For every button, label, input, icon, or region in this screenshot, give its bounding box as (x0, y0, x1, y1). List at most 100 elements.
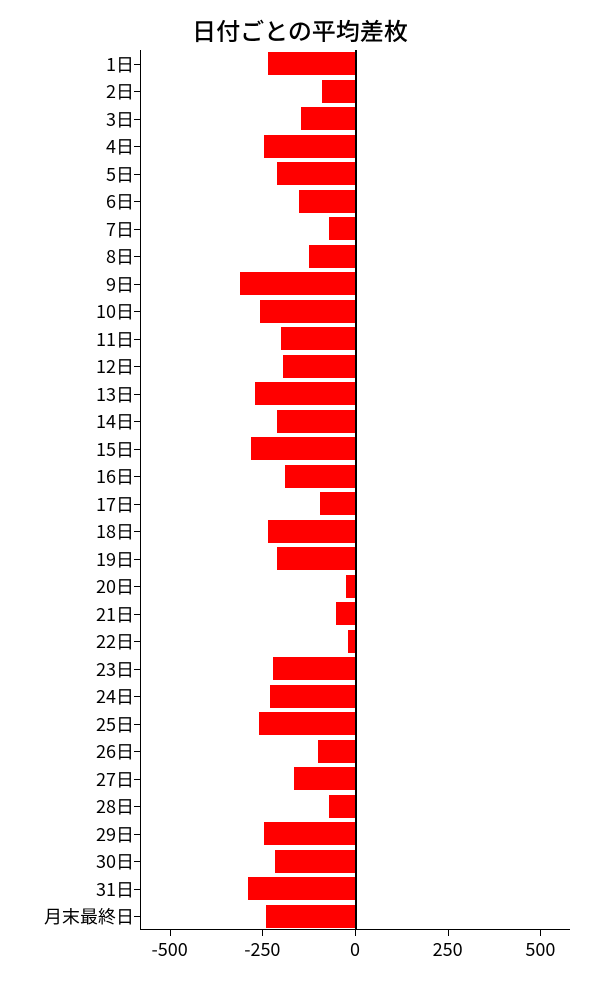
y-axis-tick (134, 91, 140, 92)
bar (277, 162, 355, 185)
y-axis-tick (134, 339, 140, 340)
bar (329, 795, 355, 818)
y-axis-tick (134, 449, 140, 450)
bar (285, 465, 355, 488)
bar (309, 245, 355, 268)
bar (301, 107, 355, 130)
y-axis-tick (134, 476, 140, 477)
y-axis-tick (134, 889, 140, 890)
y-axis-label: 26日 (0, 738, 140, 766)
bar (260, 300, 355, 323)
y-axis-tick (134, 119, 140, 120)
y-axis-tick (134, 201, 140, 202)
y-axis-label: 19日 (0, 545, 140, 573)
y-axis-tick (134, 779, 140, 780)
y-axis-label: 27日 (0, 765, 140, 793)
x-axis-label: -250 (244, 936, 280, 962)
y-axis-label: 16日 (0, 463, 140, 491)
bar (255, 382, 355, 405)
y-axis-label: 12日 (0, 353, 140, 381)
y-axis-tick (134, 669, 140, 670)
bar (268, 520, 355, 543)
y-axis-line (140, 50, 141, 930)
y-axis-label: 28日 (0, 793, 140, 821)
y-axis-tick (134, 696, 140, 697)
bar (346, 575, 355, 598)
bar (264, 135, 355, 158)
y-axis-tick (134, 751, 140, 752)
y-axis-label: 月末最終日 (0, 903, 140, 931)
bar (322, 80, 355, 103)
y-axis-label: 7日 (0, 215, 140, 243)
y-axis-label: 13日 (0, 380, 140, 408)
y-axis-label: 11日 (0, 325, 140, 353)
bar (329, 217, 355, 240)
y-axis-tick (134, 229, 140, 230)
y-axis-label: 31日 (0, 875, 140, 903)
bar (281, 327, 355, 350)
y-axis-tick (134, 394, 140, 395)
y-axis-label: 1日 (0, 50, 140, 78)
bar (283, 355, 355, 378)
bar (294, 767, 355, 790)
bar (248, 877, 356, 900)
y-axis-tick (134, 256, 140, 257)
y-axis-tick (134, 559, 140, 560)
y-axis-label: 30日 (0, 848, 140, 876)
y-axis-label: 6日 (0, 188, 140, 216)
y-axis-tick (134, 834, 140, 835)
y-axis-tick (134, 614, 140, 615)
bar (268, 52, 355, 75)
y-axis-tick (134, 861, 140, 862)
bar (270, 685, 355, 708)
y-axis-tick (134, 504, 140, 505)
bar (275, 850, 355, 873)
x-axis-label: -500 (152, 936, 188, 962)
y-axis-label: 4日 (0, 133, 140, 161)
y-axis-label: 2日 (0, 78, 140, 106)
y-axis-label: 21日 (0, 600, 140, 628)
y-axis-tick (134, 421, 140, 422)
bar (240, 272, 355, 295)
y-axis-label: 9日 (0, 270, 140, 298)
y-axis-label: 14日 (0, 408, 140, 436)
y-axis-label: 15日 (0, 435, 140, 463)
y-axis-tick (134, 174, 140, 175)
y-axis-tick (134, 724, 140, 725)
y-axis-tick (134, 146, 140, 147)
y-axis-label: 20日 (0, 573, 140, 601)
bar (266, 905, 355, 928)
y-axis-label: 29日 (0, 820, 140, 848)
y-axis-label: 22日 (0, 628, 140, 656)
zero-line (355, 50, 357, 930)
y-axis-label: 10日 (0, 298, 140, 326)
y-axis-label: 18日 (0, 518, 140, 546)
bar (277, 410, 355, 433)
y-axis-tick (134, 641, 140, 642)
x-axis-label: 500 (525, 936, 555, 962)
bar (299, 190, 355, 213)
y-axis-tick (134, 916, 140, 917)
y-axis-label: 5日 (0, 160, 140, 188)
y-axis-label: 3日 (0, 105, 140, 133)
y-axis-label: 17日 (0, 490, 140, 518)
bar (273, 657, 355, 680)
chart-container: 日付ごとの平均差枚 1日2日3日4日5日6日7日8日9日10日11日12日13日… (0, 0, 600, 1000)
plot-area: -500-2500250500 (140, 50, 570, 930)
y-axis-label: 23日 (0, 655, 140, 683)
y-axis-label: 25日 (0, 710, 140, 738)
bar (320, 492, 355, 515)
bar (336, 602, 355, 625)
x-axis-label: 250 (433, 936, 463, 962)
y-axis-labels: 1日2日3日4日5日6日7日8日9日10日11日12日13日14日15日16日1… (0, 50, 140, 930)
y-axis-tick (134, 806, 140, 807)
y-axis-label: 24日 (0, 683, 140, 711)
bar (264, 822, 355, 845)
bar (251, 437, 355, 460)
bar (318, 740, 355, 763)
y-axis-tick (134, 64, 140, 65)
y-axis-tick (134, 531, 140, 532)
bar (259, 712, 355, 735)
y-axis-label: 8日 (0, 243, 140, 271)
y-axis-tick (134, 284, 140, 285)
